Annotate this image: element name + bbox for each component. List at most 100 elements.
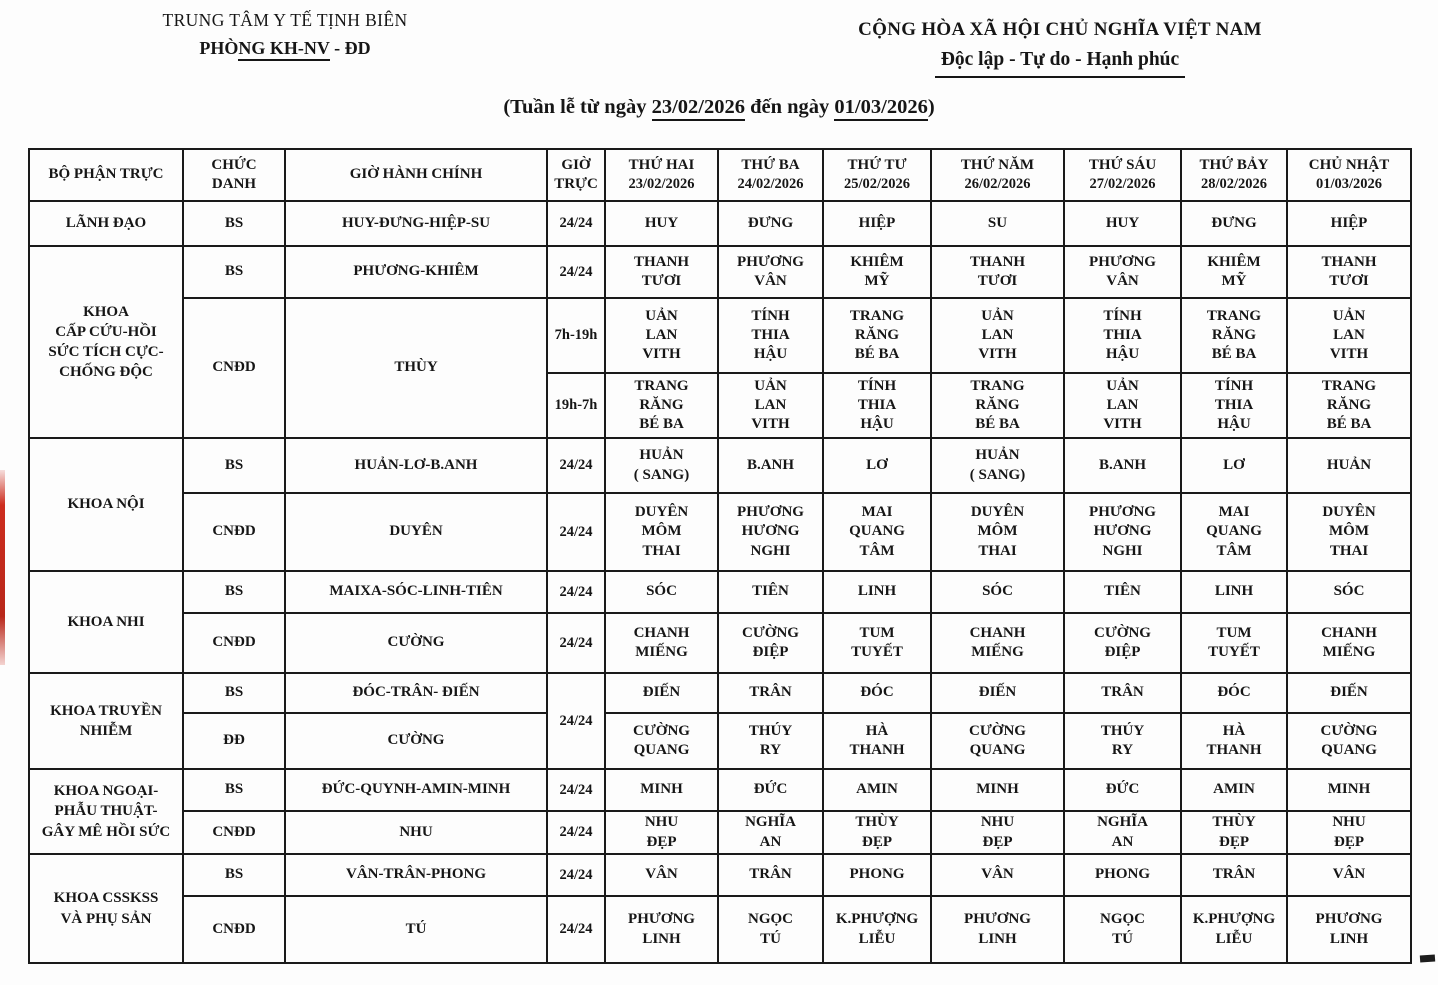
staff-cell: NHU [284,810,548,855]
day-date: 01/03/2026 [1315,176,1383,193]
table-row: CNĐD CƯỜNG 24/24 CHANH MIẾNG CƯỜNG ĐIỆP … [29,612,1412,674]
duty-cell: VÂN [604,853,719,897]
duty-cell: LƠ [822,437,932,494]
duty-cell: MAI QUANG TÂM [1180,492,1288,572]
org-dept-pre: PHÒ [199,38,239,59]
staff-cell: TÚ [284,895,548,964]
shift-cell: 24/24 [546,612,606,674]
role-cell: ĐĐ [182,712,286,770]
duty-cell: SÓC [1286,570,1412,614]
duty-cell: TÍNH THIA HẬU [1063,297,1182,374]
duty-cell: HUY [1063,200,1182,247]
duty-cell: TIÊN [1063,570,1182,614]
duty-cell: UẢN LAN VITH [1286,297,1412,374]
title-date-to: 01/03/2026 [834,96,928,121]
duty-cell: PHƯƠNG VÂN [1063,245,1182,299]
table-row: KHOA NHI BS MAIXA-SÓC-LINH-TIÊN 24/24 SÓ… [28,570,1412,674]
org-dept-post: - ĐD [329,38,371,59]
col-header-day-thu: THỨ NĂM 26/02/2026 [930,148,1065,202]
title-suffix: ) [927,96,935,118]
duty-cell: TÍNH THIA HẬU [1180,372,1288,439]
duty-cell: MINH [930,768,1065,812]
duty-cell: THÚY RY [717,712,824,770]
col-header-chuc-danh: CHỨC DANH [182,148,286,202]
duty-cell: SÓC [604,570,719,614]
staff-cell: VÂN-TRÂN-PHONG [284,853,548,897]
table-row: CNĐD TÚ 24/24 PHƯƠNG LINH NGỌC TÚ K.PHƯỢ… [29,895,1412,964]
section-name-cell: KHOA NHI [28,570,184,674]
staff-cell: CƯỜNG [284,612,548,674]
duty-cell: NHU ĐẸP [930,810,1065,855]
day-date: 23/02/2026 [628,176,695,193]
duty-cell: ĐÓC [822,672,932,714]
duty-cell: THÚY RY [1063,712,1182,770]
duty-cell: THÙY ĐẸP [1180,810,1288,855]
day-date: 25/02/2026 [843,176,911,193]
duty-cell: TUM TUYẾT [1180,612,1288,674]
duty-cell: VÂN [930,853,1065,897]
role-cell: BS [182,570,286,614]
duty-cell: DUYÊN MÔM THAI [1286,492,1412,572]
duty-cell: TRÂN [1180,853,1288,897]
col-header-bo-phan-truc: BỘ PHẬN TRỰC [28,148,184,202]
duty-cell: HIỆP [822,200,932,247]
col-header-gio-hanh-chinh: GIỜ HÀNH CHÍNH [284,148,548,202]
duty-cell: TIÊN [717,570,824,614]
duty-cell: DUYÊN MÔM THAI [604,492,719,572]
section-name-cell: LÃNH ĐẠO [28,200,184,247]
title-date-from: 23/02/2026 [651,96,745,121]
duty-cell: ĐIẾN [604,672,719,714]
duty-cell: NGỌC TÚ [1063,895,1182,964]
duty-cell: PHƯƠNG LINH [1286,895,1412,964]
day-label: THỨ TƯ [847,157,907,174]
staff-cell: THÙY [284,297,548,439]
duty-cell: TUM TUYẾT [822,612,932,674]
day-label: THỨ BẢY [1199,157,1269,174]
duty-cell: SU [930,200,1065,247]
duty-cell: CƯỜNG QUANG [1286,712,1412,770]
shift-cell: 24/24 [546,895,606,964]
org-header-block: TRUNG TÂM Y TẾ TỊNH BIÊN PHÒNG KH-NV - Đ… [110,8,460,62]
duty-cell: THANH TƯƠI [930,245,1065,299]
staff-cell: CƯỜNG [284,712,548,770]
section-name-cell: KHOA CẤP CỨU-HỒI SỨC TÍCH CỰC- CHỐNG ĐỘC [28,245,184,439]
table-row: KHOA TRUYỀN NHIỄM BS ĐÓC-TRÂN- ĐIẾN 24/2… [28,672,1412,770]
duty-cell: LINH [1180,570,1288,614]
duty-cell: NHU ĐẸP [604,810,719,855]
col-header-day-fri: THỨ SÁU 27/02/2026 [1063,148,1182,202]
duty-cell: THANH TƯƠI [1286,245,1412,299]
duty-cell: CHANH MIẾNG [1286,612,1412,674]
day-date: 27/02/2026 [1089,176,1156,193]
day-label: THỨ SÁU [1088,157,1157,174]
staff-cell: DUYÊN [284,492,548,572]
duty-cell: DUYÊN MÔM THAI [930,492,1065,572]
duty-cell: PHƯƠNG HƯƠNG NGHI [1063,492,1182,572]
duty-cell: LƠ [1180,437,1288,494]
duty-cell: PHONG [1063,853,1182,897]
role-cell: CNĐD [182,612,286,674]
staff-cell: MAIXA-SÓC-LINH-TIÊN [284,570,548,614]
duty-cell: PHƯƠNG HƯƠNG NGHI [717,492,824,572]
table-row: 19h-7h TRANG RĂNG BÉ BA UẢN LAN VITH TÍN… [29,372,1412,439]
role-cell: BS [182,853,286,897]
table-header-row: BỘ PHẬN TRỰC CHỨC DANH GIỜ HÀNH CHÍNH GI… [28,148,1412,202]
role-cell: BS [182,200,286,247]
col-header-day-mon: THỨ HAI 23/02/2026 [604,148,719,202]
shift-cell: 24/24 [546,672,606,770]
section-name-cell: KHOA CSSKSS VÀ PHỤ SẢN [28,853,184,964]
duty-cell: PHONG [822,853,932,897]
duty-cell: PHƯƠNG VÂN [717,245,824,299]
duty-cell: AMIN [1180,768,1288,812]
duty-cell: HUY [604,200,719,247]
duty-cell: K.PHƯỢNG LIỄU [1180,895,1288,964]
role-cell: BS [182,768,286,812]
staff-cell: HUẢN-LƠ-B.ANH [284,437,548,494]
col-header-gio-truc: GIỜ TRỰC [546,148,606,202]
org-dept-underlined: NG KH-NV [238,38,330,62]
duty-cell: AMIN [822,768,932,812]
duty-cell: ĐƯNG [1180,200,1288,247]
shift-cell: 24/24 [546,768,606,812]
duty-cell: HUẢN ( SANG) [604,437,719,494]
duty-cell: MINH [1286,768,1412,812]
